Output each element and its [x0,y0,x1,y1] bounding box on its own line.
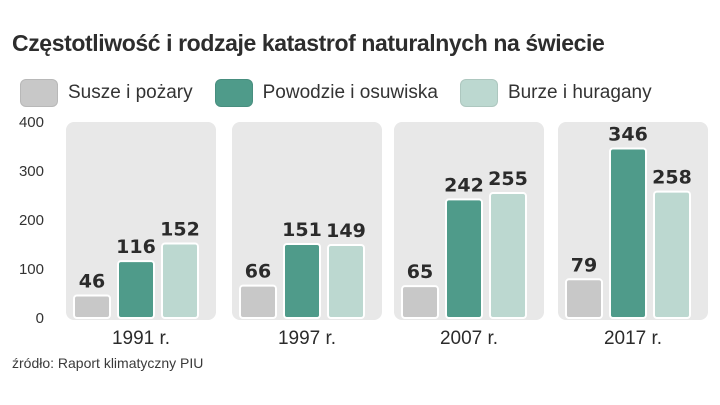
bar-powodzie [609,147,647,319]
legend-swatch-susze [20,79,58,107]
legend-item-powodzie: Powodzie i osuwiska [214,79,438,107]
y-tick-label: 300 [19,163,44,180]
data-label-powodzie: 346 [608,123,648,145]
x-category-label: 2007 r. [440,328,498,349]
legend-label-susze: Susze i pożary [68,82,193,103]
y-tick-label: 100 [19,261,44,278]
legend-label-burze: Burze i huragany [507,82,652,103]
bar-burze [489,192,527,319]
bar-powodzie [445,198,483,319]
data-label-burze: 258 [652,167,692,189]
bar-susze [565,278,603,320]
bar-susze [73,294,111,319]
data-label-powodzie: 116 [116,236,156,258]
legend-label-powodzie: Powodzie i osuwiska [262,82,438,103]
data-label-susze: 46 [79,270,105,292]
bar-powodzie [117,260,155,320]
legend-swatch-burze [459,79,498,107]
data-label-burze: 255 [488,168,528,190]
data-label-burze: 149 [326,220,366,242]
x-category-label: 1997 r. [278,328,336,349]
bar-susze [401,285,439,319]
y-tick-label: 0 [36,310,44,327]
data-label-susze: 79 [571,254,597,276]
legend-item-susze: Susze i pożary [20,79,193,107]
data-label-susze: 65 [407,261,433,283]
source-note: źródło: Raport klimatyczny PIU [12,355,204,371]
y-tick-label: 400 [19,114,44,131]
legend-swatch-powodzie [214,79,253,107]
data-label-burze: 152 [160,219,200,241]
x-category-label: 1991 r. [112,328,170,349]
x-category-label: 2017 r. [604,328,662,349]
data-label-powodzie: 242 [444,174,484,196]
data-label-susze: 66 [245,261,271,283]
chart-title: Częstotliwość i rodzaje katastrof natura… [12,30,605,56]
legend-item-burze: Burze i huragany [459,79,652,107]
bar-burze [327,243,365,320]
data-label-powodzie: 151 [282,219,322,241]
bar-burze [161,242,199,320]
legend: Susze i pożary Powodzie i osuwiska Burze… [20,78,674,108]
bar-burze [653,190,691,319]
bar-powodzie [283,243,321,319]
bar-susze [239,284,277,320]
y-tick-label: 200 [19,212,44,229]
